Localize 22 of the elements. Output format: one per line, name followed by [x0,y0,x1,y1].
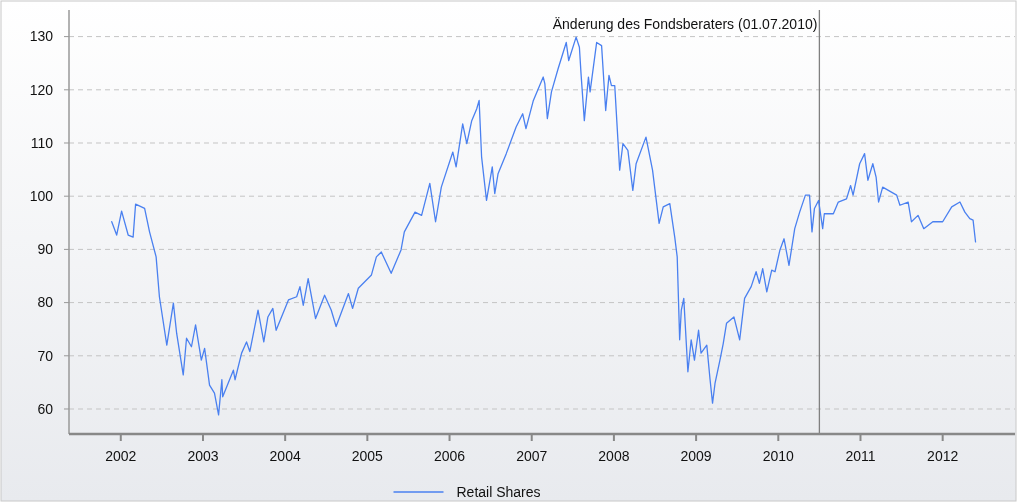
x-tick-label: 2002 [105,448,137,464]
ref-line-label: Änderung des Fondsberaters (01.07.2010) [552,16,818,32]
x-tick-label: 2012 [927,448,959,464]
x-tick-label: 2006 [433,448,466,464]
legend-label: Retail Shares [456,483,541,500]
x-tick-label: 2010 [762,448,795,464]
x-tick-label: 2007 [516,448,548,464]
x-tick-label: 2005 [351,448,384,464]
line-series [111,36,977,416]
y-tick-label: 90 [37,241,54,258]
y-tick-label: 120 [29,81,54,98]
y-tick-label: 110 [30,134,54,151]
x-tick-label: 2011 [845,448,876,464]
x-tick-label: 2009 [680,448,712,464]
x-tick-label: 2004 [269,448,301,464]
y-tick-label: 80 [37,294,54,311]
x-tick-label: 2003 [187,448,219,464]
y-tick-label: 100 [29,188,54,205]
y-tick-label: 70 [37,347,54,364]
y-tick-label: 60 [37,400,54,417]
y-tick-label: 130 [29,28,54,45]
x-tick-label: 2008 [598,448,630,464]
